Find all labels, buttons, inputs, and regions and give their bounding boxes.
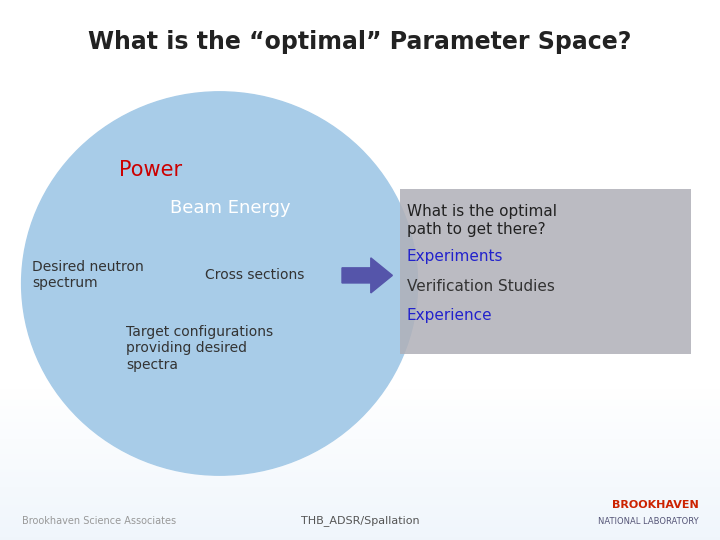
- Bar: [0, 492, 720, 495]
- Bar: [0, 484, 720, 487]
- Bar: [0, 507, 720, 510]
- Text: Experience: Experience: [407, 308, 492, 323]
- Bar: [0, 439, 720, 442]
- Bar: [0, 409, 720, 411]
- Bar: [0, 535, 720, 537]
- Bar: [0, 464, 720, 467]
- Text: Brookhaven Science Associates: Brookhaven Science Associates: [22, 516, 176, 526]
- Bar: [0, 404, 720, 407]
- Bar: [0, 490, 720, 492]
- Text: Cross sections: Cross sections: [205, 268, 305, 282]
- Text: Desired neutron
spectrum: Desired neutron spectrum: [32, 260, 144, 291]
- Bar: [0, 500, 720, 502]
- Bar: [0, 487, 720, 490]
- Text: What is the optimal
path to get there?: What is the optimal path to get there?: [407, 204, 557, 237]
- Text: Verification Studies: Verification Studies: [407, 279, 554, 294]
- Bar: [0, 477, 720, 480]
- Bar: [0, 515, 720, 517]
- Bar: [0, 460, 720, 462]
- Bar: [0, 512, 720, 515]
- Bar: [0, 452, 720, 454]
- Bar: [0, 401, 720, 404]
- Bar: [0, 457, 720, 460]
- Bar: [0, 520, 720, 522]
- Bar: [0, 495, 720, 497]
- Text: Target configurations
providing desired
spectra: Target configurations providing desired …: [126, 325, 273, 372]
- Bar: [0, 424, 720, 427]
- Bar: [0, 497, 720, 500]
- Bar: [0, 510, 720, 512]
- Bar: [0, 389, 720, 392]
- Bar: [0, 475, 720, 477]
- Bar: [0, 447, 720, 449]
- FancyArrow shape: [342, 258, 392, 293]
- Bar: [0, 437, 720, 439]
- Bar: [0, 431, 720, 434]
- Bar: [0, 416, 720, 419]
- Bar: [0, 537, 720, 540]
- Bar: [0, 469, 720, 472]
- Bar: [0, 407, 720, 409]
- Bar: [0, 422, 720, 424]
- Bar: [0, 522, 720, 525]
- Text: What is the “optimal” Parameter Space?: What is the “optimal” Parameter Space?: [89, 30, 631, 53]
- Bar: [0, 396, 720, 399]
- Bar: [0, 449, 720, 452]
- Bar: [0, 525, 720, 528]
- Bar: [0, 532, 720, 535]
- Bar: [0, 429, 720, 431]
- Bar: [0, 502, 720, 505]
- Bar: [0, 434, 720, 437]
- Bar: [0, 442, 720, 444]
- FancyBboxPatch shape: [400, 189, 691, 354]
- Bar: [0, 392, 720, 394]
- Bar: [0, 517, 720, 520]
- Bar: [0, 414, 720, 416]
- Bar: [0, 467, 720, 469]
- Bar: [0, 444, 720, 447]
- Text: Experiments: Experiments: [407, 249, 503, 264]
- Bar: [0, 394, 720, 396]
- Bar: [0, 530, 720, 532]
- Bar: [0, 462, 720, 464]
- Text: Beam Energy: Beam Energy: [170, 199, 291, 217]
- Text: Power: Power: [119, 160, 182, 180]
- Bar: [0, 472, 720, 475]
- Ellipse shape: [22, 92, 418, 475]
- Bar: [0, 480, 720, 482]
- Bar: [0, 419, 720, 422]
- Text: THB_ADSR/Spallation: THB_ADSR/Spallation: [301, 516, 419, 526]
- Text: BROOKHAVEN: BROOKHAVEN: [612, 500, 698, 510]
- Bar: [0, 505, 720, 507]
- Bar: [0, 427, 720, 429]
- Bar: [0, 399, 720, 401]
- Text: NATIONAL LABORATORY: NATIONAL LABORATORY: [598, 517, 698, 526]
- Bar: [0, 411, 720, 414]
- Bar: [0, 528, 720, 530]
- Bar: [0, 482, 720, 484]
- Bar: [0, 454, 720, 457]
